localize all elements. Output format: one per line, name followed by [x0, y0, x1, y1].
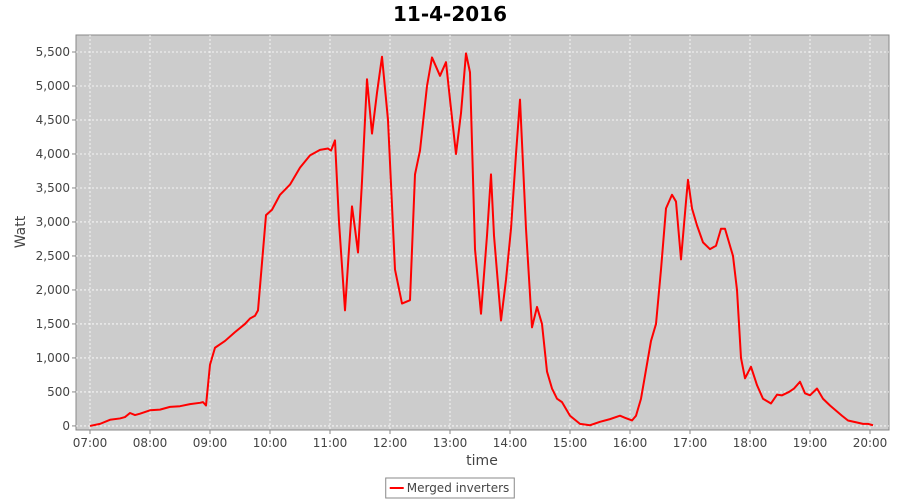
x-tick-label: 14:00	[493, 436, 528, 450]
x-tick-label: 18:00	[733, 436, 768, 450]
x-tick-label: 09:00	[193, 436, 228, 450]
x-tick-label: 20:00	[853, 436, 888, 450]
y-tick-label: 3,500	[36, 181, 70, 195]
y-tick-label: 0	[62, 419, 70, 433]
x-tick-label: 13:00	[433, 436, 468, 450]
y-axis-label: Watt	[13, 215, 29, 248]
legend-box	[385, 477, 515, 499]
x-tick-label: 11:00	[313, 436, 348, 450]
y-tick-label: 500	[47, 385, 70, 399]
chart-title: 11-4-2016	[393, 2, 507, 26]
x-tick-label: 07:00	[73, 436, 108, 450]
y-tick-label: 2,500	[36, 249, 70, 263]
grid: 0 500 1,000 1,500 2,000 2,500 3,000 3,500 4,000 4…	[36, 35, 889, 450]
legend: Merged inverters	[385, 477, 515, 499]
data-line	[89, 52, 874, 427]
legend-label: Merged inverters	[407, 481, 510, 495]
x-tick-label: 15:00	[553, 436, 588, 450]
x-tick-label: 10:00	[253, 436, 288, 450]
x-tick-label: 12:00	[373, 436, 408, 450]
x-tick-label: 17:00	[673, 436, 708, 450]
x-tick-label: 08:00	[133, 436, 168, 450]
x-tick-label: 19:00	[793, 436, 828, 450]
y-tick-label: 4,000	[36, 147, 70, 161]
y-tick-label: 5,500	[36, 45, 70, 59]
y-tick-label: 1,500	[36, 317, 70, 331]
x-axis-label: time	[466, 453, 498, 469]
marks	[89, 52, 874, 427]
plot-area	[75, 34, 890, 431]
y-tick-label: 3,000	[36, 215, 70, 229]
y-tick-label: 4,500	[36, 113, 70, 127]
y-tick-label: 2,000	[36, 283, 70, 297]
y-tick-label: 5,000	[36, 79, 70, 93]
y-tick-label: 1,000	[36, 351, 70, 365]
x-tick-label: 16:00	[613, 436, 648, 450]
